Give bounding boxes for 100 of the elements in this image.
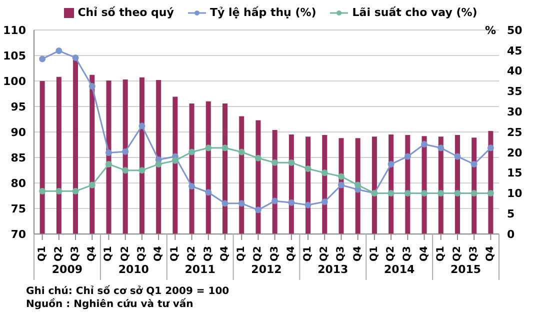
x-tick-label: Q3 (336, 246, 347, 262)
y2-tick-label: 25 (507, 126, 522, 139)
point (338, 182, 344, 188)
point (122, 148, 129, 155)
point (155, 160, 162, 168)
x-tick-label: Q2 (53, 246, 64, 262)
point (487, 190, 494, 196)
point (388, 160, 394, 168)
x-tick-label: Q4 (219, 246, 230, 262)
text: 2014 (383, 263, 416, 276)
point (354, 182, 362, 188)
point (105, 150, 112, 156)
x-tick-label: Q4 (418, 246, 430, 262)
y-tick-label: 70 (10, 228, 26, 241)
text: 2015 (449, 263, 482, 276)
x-tick-label: Q4 (286, 246, 297, 262)
point (105, 160, 112, 168)
y2-tick-label: 45 (507, 44, 522, 58)
y2-tick-label: 15 (507, 166, 522, 180)
point (238, 148, 245, 156)
point (321, 170, 328, 176)
y2-axis-title: % (485, 24, 496, 37)
x-tick-label: Q2 (120, 246, 131, 262)
point (72, 188, 79, 194)
x-tick-label: Q1 (36, 246, 48, 262)
x-tick-label: Q1 (236, 246, 248, 262)
point (470, 160, 478, 168)
x-tick-label: Q2 (186, 246, 198, 262)
x-tick-label: Q4 (153, 246, 164, 262)
x-tick-label: Q1 (302, 246, 314, 262)
point (454, 190, 461, 196)
x-tick-label: Q4 (86, 246, 98, 262)
text: 2013 (316, 263, 350, 276)
x-tick-label: Q2 (386, 246, 397, 262)
point (388, 190, 394, 196)
y-tick-label: 75 (10, 202, 26, 216)
point (88, 83, 96, 90)
x-tick-label: Q4 (485, 246, 496, 262)
x-tick-label: Q3 (269, 246, 280, 262)
point (438, 144, 444, 152)
x-tick-label: Q1 (435, 246, 446, 262)
point (238, 200, 245, 207)
y2-tick-label: 40 (507, 64, 523, 78)
point (56, 48, 62, 54)
x-tick-label: Q3 (70, 246, 82, 262)
y2-tick-label: 5 (507, 208, 515, 221)
point (39, 188, 46, 194)
point (288, 199, 295, 206)
y2-tick-label: 50 (507, 24, 523, 37)
y2-tick-label: 0 (507, 228, 515, 241)
point (72, 54, 79, 61)
point (272, 198, 278, 204)
text: 2010 (117, 263, 150, 276)
y-tick-label: 105 (3, 49, 26, 62)
point (304, 202, 312, 208)
point (421, 140, 428, 148)
y2-tick-label: 30 (507, 106, 523, 119)
y-tick-label: 90 (10, 126, 26, 139)
legend-label: Chỉ số theo quý (76, 6, 174, 19)
y2-tick-label: 10 (507, 187, 523, 200)
y2-tick-label: 35 (507, 85, 522, 98)
point (172, 157, 178, 164)
point (254, 206, 262, 214)
point (122, 167, 129, 174)
point (421, 190, 428, 196)
point (88, 182, 96, 188)
text: Ghi chú: Chỉ số cơ sở Q1 2009 = 100 (26, 286, 230, 297)
point (321, 198, 328, 206)
x-tick-label: Q4 (352, 246, 364, 262)
point (205, 144, 212, 152)
legend-label: Tỷ lệ hấp thụ (%) (208, 6, 316, 19)
point (404, 190, 411, 196)
legend-label: Lãi suất cho vay (%) (351, 6, 478, 19)
point (338, 173, 344, 180)
x-tick-label: Q3 (136, 246, 148, 262)
x-tick-label: Q3 (468, 246, 480, 262)
point (222, 144, 228, 152)
y-tick-label: 100 (3, 74, 26, 88)
point (304, 165, 312, 172)
point (138, 122, 146, 130)
point (56, 188, 62, 194)
point (470, 190, 478, 196)
x-tick-label: Q2 (319, 246, 330, 262)
point (272, 159, 278, 166)
point (438, 190, 444, 196)
y-tick-label: 80 (10, 176, 26, 190)
point (205, 189, 212, 196)
point (222, 200, 228, 207)
point (454, 153, 461, 160)
y-tick-label: 95 (10, 100, 26, 114)
x-tick-label: Q1 (368, 246, 380, 262)
text: 2012 (250, 263, 283, 276)
text: 2011 (184, 263, 216, 276)
point (487, 144, 494, 152)
y2-tick-label: 20 (507, 146, 523, 160)
x-tick-label: Q3 (402, 246, 414, 262)
point (138, 167, 146, 174)
x-tick-label: Q2 (452, 246, 463, 262)
point (404, 153, 411, 160)
text: 2009 (50, 263, 84, 276)
